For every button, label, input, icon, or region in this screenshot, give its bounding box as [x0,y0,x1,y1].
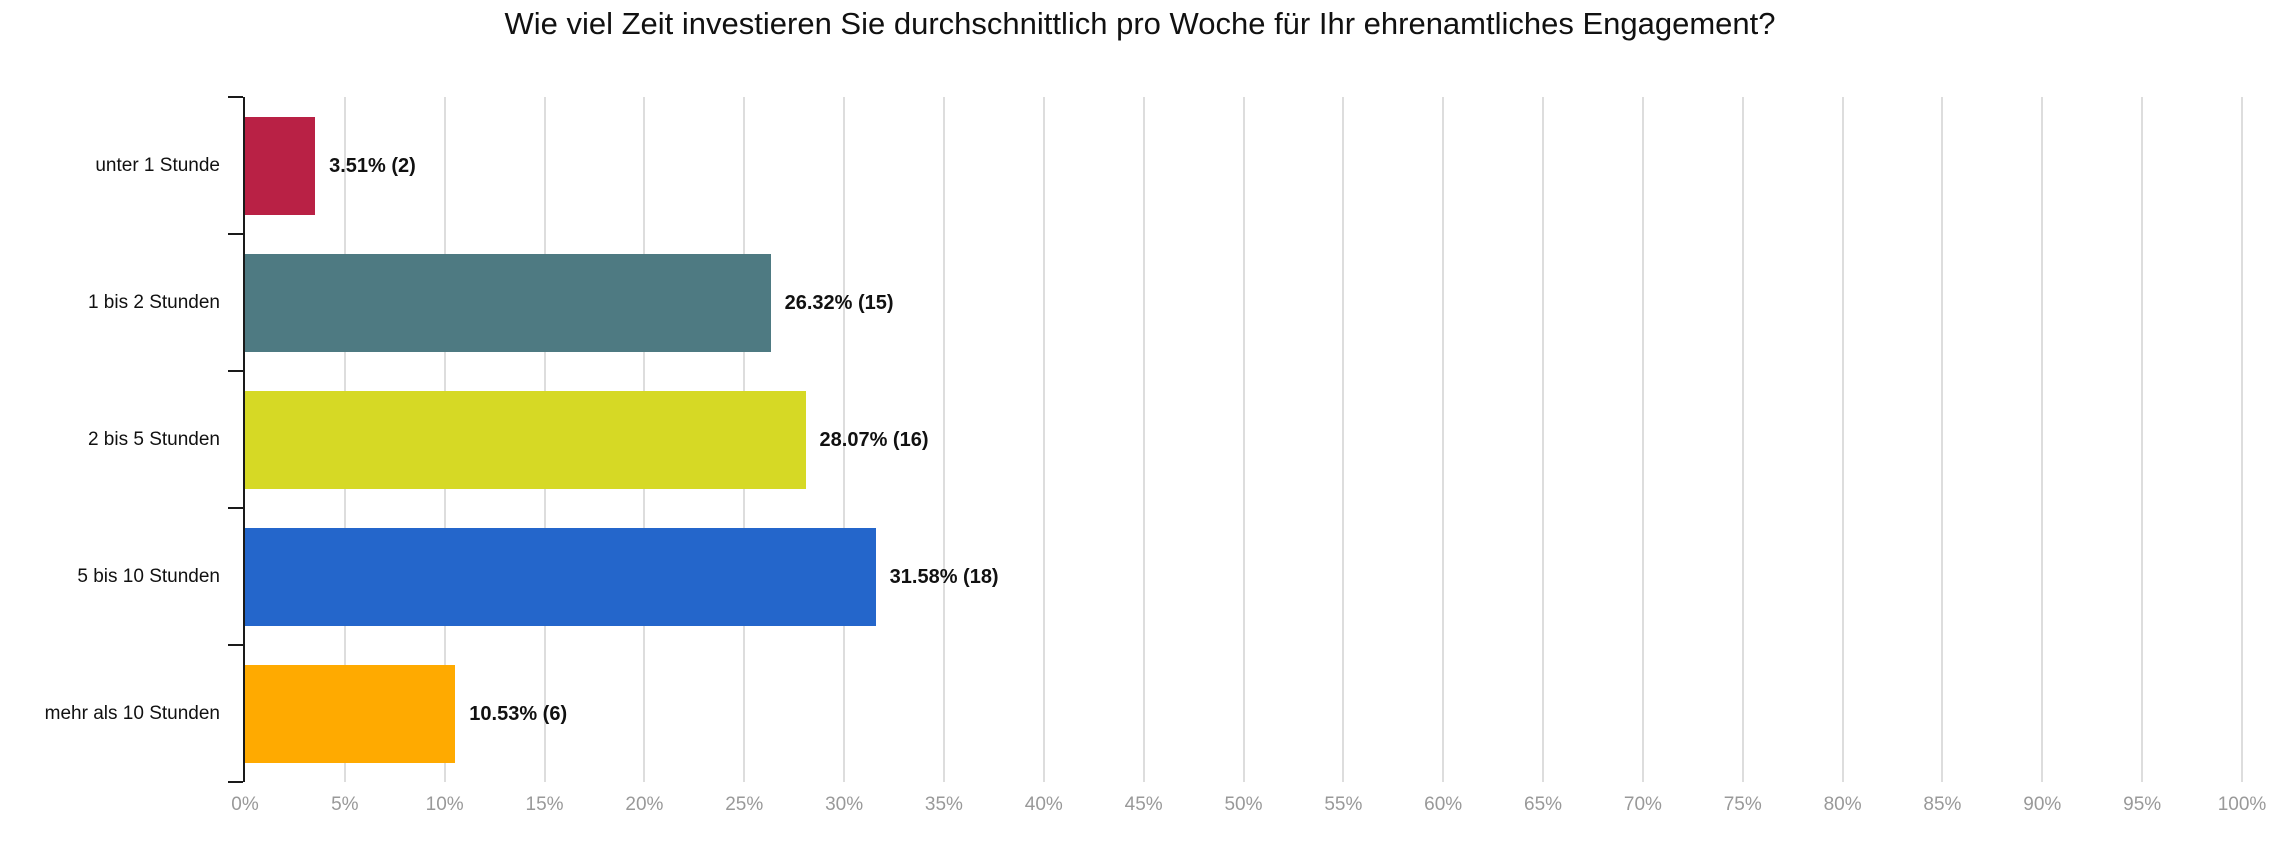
gridline [2241,97,2243,782]
x-axis-tick-label: 15% [525,794,564,815]
x-axis-tick-label: 100% [2217,794,2267,815]
gridline [1042,97,1045,782]
x-axis-tick-label: 75% [1723,794,1762,815]
x-axis-tick-label: 65% [1524,794,1563,815]
x-axis-tick-label: 30% [825,794,864,815]
x-axis-tick-label: 5% [331,794,359,815]
bar [245,664,456,763]
category-label: 1 bis 2 Stunden [87,291,220,313]
x-axis-tick-label: 90% [2023,794,2062,815]
x-axis-tick-label: 35% [924,794,963,815]
x-axis-tick-label: 80% [1823,794,1862,815]
gridline [1941,97,1944,782]
x-axis-tick-label: 70% [1623,794,1662,815]
gridline [1342,97,1345,782]
bar [245,116,316,215]
gridline [2141,97,2144,782]
x-axis-tick-label: 40% [1024,794,1063,815]
gridline [942,97,945,782]
x-axis-tick-label: 95% [2123,794,2162,815]
bar [245,253,771,352]
bar [245,390,806,489]
x-axis-tick-label: 25% [725,794,764,815]
value-label: 28.07% (16) [819,428,929,451]
x-axis-tick-label: 85% [1923,794,1962,815]
gridline [1841,97,1844,782]
gridline [1142,97,1145,782]
gridline [1242,97,1245,782]
gridline [2041,97,2044,782]
x-axis-tick-label: 45% [1124,794,1163,815]
category-label: 5 bis 10 Stunden [77,565,220,587]
value-label: 3.51% (2) [329,154,416,177]
gridline [843,97,846,782]
y-axis-tick [228,233,243,235]
y-axis-tick [228,370,243,372]
bar [245,527,876,626]
x-axis-tick-label: 60% [1424,794,1463,815]
x-axis-tick-label: 20% [625,794,664,815]
y-axis-tick [228,96,243,98]
x-axis-tick-label: 55% [1324,794,1363,815]
y-axis-tick [228,507,243,509]
y-axis-tick [228,644,243,646]
x-axis-tick-label: 10% [425,794,464,815]
value-label: 10.53% (6) [469,702,568,725]
y-axis-tick [228,781,243,783]
chart-title: Wie viel Zeit investieren Sie durchschni… [504,6,1776,41]
gridline [1641,97,1644,782]
value-label: 31.58% (18) [889,565,999,588]
gridline [1542,97,1545,782]
value-label: 26.32% (15) [784,291,894,314]
x-axis-tick-label: 0% [231,794,259,815]
x-axis-tick-label: 50% [1224,794,1263,815]
gridline [1442,97,1445,782]
category-label: 2 bis 5 Stunden [87,428,220,450]
category-label: unter 1 Stunde [95,154,220,176]
y-axis-line [243,97,245,782]
category-label: mehr als 10 Stunden [44,702,220,724]
gridline [1741,97,1744,782]
